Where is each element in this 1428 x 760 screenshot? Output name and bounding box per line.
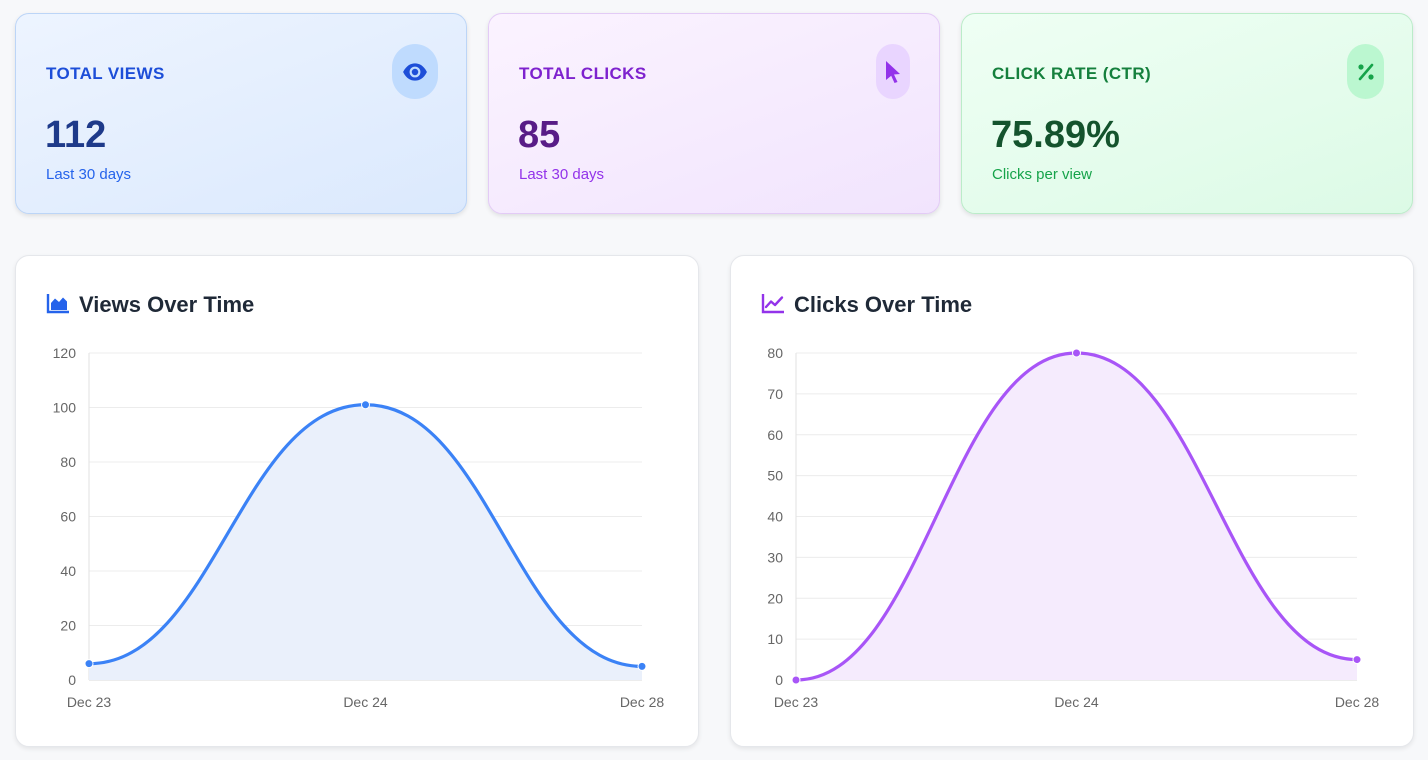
views-line-chart: 0 20 40 60 80 100 120 Dec 23 Dec 24 Dec 28 [53, 345, 665, 710]
x-tick-label: Dec 24 [343, 694, 388, 710]
y-tick-label: 60 [60, 509, 76, 525]
y-tick-label: 20 [767, 590, 783, 606]
y-tick-label: 0 [68, 672, 76, 688]
x-tick-label: Dec 24 [1054, 694, 1099, 710]
clicks-line-chart: 0 10 20 30 40 50 60 70 80 Dec 23 Dec 24 Dec 28 [767, 345, 1380, 710]
y-tick-label: 20 [60, 618, 76, 634]
eye-icon [392, 44, 438, 99]
stat-subtitle: Clicks per view [992, 166, 1093, 183]
x-tick-label: Dec 23 [774, 694, 819, 710]
series-area [89, 404, 642, 680]
y-tick-label: 0 [775, 672, 783, 688]
y-tick-label: 80 [60, 454, 76, 470]
x-tick-label: Dec 28 [620, 694, 665, 710]
y-tick-label: 60 [767, 427, 783, 443]
chart-title: Clicks Over Time [794, 292, 973, 317]
y-tick-label: 50 [767, 468, 783, 484]
total-clicks-card: TOTAL CLICKS 85 Last 30 days [488, 13, 940, 214]
stat-subtitle: Last 30 days [519, 166, 605, 183]
stat-value: 75.89% [991, 114, 1120, 156]
stat-label: TOTAL VIEWS [46, 64, 165, 83]
y-tick-label: 80 [767, 345, 783, 361]
x-tick-label: Dec 23 [67, 694, 112, 710]
area-chart-icon [46, 292, 70, 314]
y-tick-label: 100 [53, 400, 77, 416]
y-tick-label: 70 [767, 386, 783, 402]
y-tick-label: 40 [60, 563, 76, 579]
stat-value: 112 [45, 114, 107, 156]
y-tick-label: 40 [767, 509, 783, 525]
stat-label: TOTAL CLICKS [519, 64, 647, 83]
data-point [637, 661, 647, 671]
percent-icon [1347, 44, 1384, 99]
click-rate-card: CLICK RATE (CTR) 75.89% Clicks per view [961, 13, 1413, 214]
chart-title: Views Over Time [79, 292, 255, 317]
stat-subtitle: Last 30 days [46, 166, 132, 183]
series-area [796, 353, 1357, 680]
data-point [361, 400, 370, 410]
data-point [84, 659, 94, 669]
x-tick-label: Dec 28 [1335, 694, 1380, 710]
total-views-card: TOTAL VIEWS 112 Last 30 days [15, 13, 467, 214]
data-point [791, 675, 801, 685]
cursor-pointer-icon [876, 44, 910, 99]
data-point [1352, 655, 1362, 665]
clicks-chart-card: Clicks Over Time 0 10 20 30 40 50 60 70 80 Dec 23… [730, 255, 1414, 747]
data-point [1072, 348, 1081, 358]
line-chart-icon [761, 292, 785, 314]
stat-value: 85 [518, 114, 561, 156]
y-tick-label: 30 [767, 549, 783, 565]
views-chart-card: Views Over Time 0 20 40 60 80 100 120 Dec 23 Dec… [15, 255, 699, 747]
y-tick-label: 10 [767, 631, 783, 647]
stat-label: CLICK RATE (CTR) [992, 64, 1152, 83]
y-tick-label: 120 [53, 345, 77, 361]
